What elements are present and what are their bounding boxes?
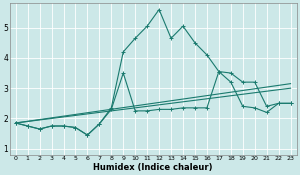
X-axis label: Humidex (Indice chaleur): Humidex (Indice chaleur) <box>93 163 213 172</box>
